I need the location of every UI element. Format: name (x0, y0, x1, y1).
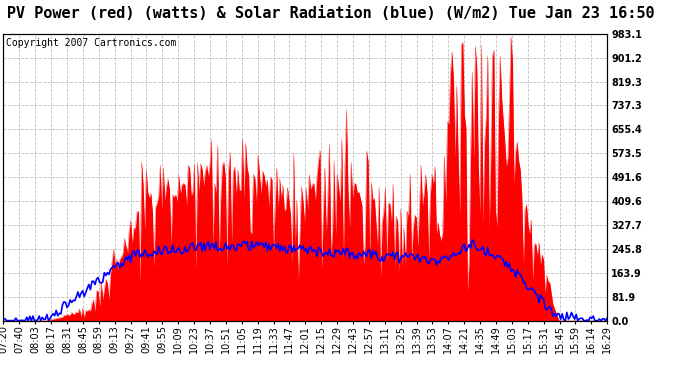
Text: Total PV Power (red) (watts) & Solar Radiation (blue) (W/m2) Tue Jan 23 16:50: Total PV Power (red) (watts) & Solar Rad… (0, 6, 655, 21)
Text: Copyright 2007 Cartronics.com: Copyright 2007 Cartronics.com (6, 38, 177, 48)
